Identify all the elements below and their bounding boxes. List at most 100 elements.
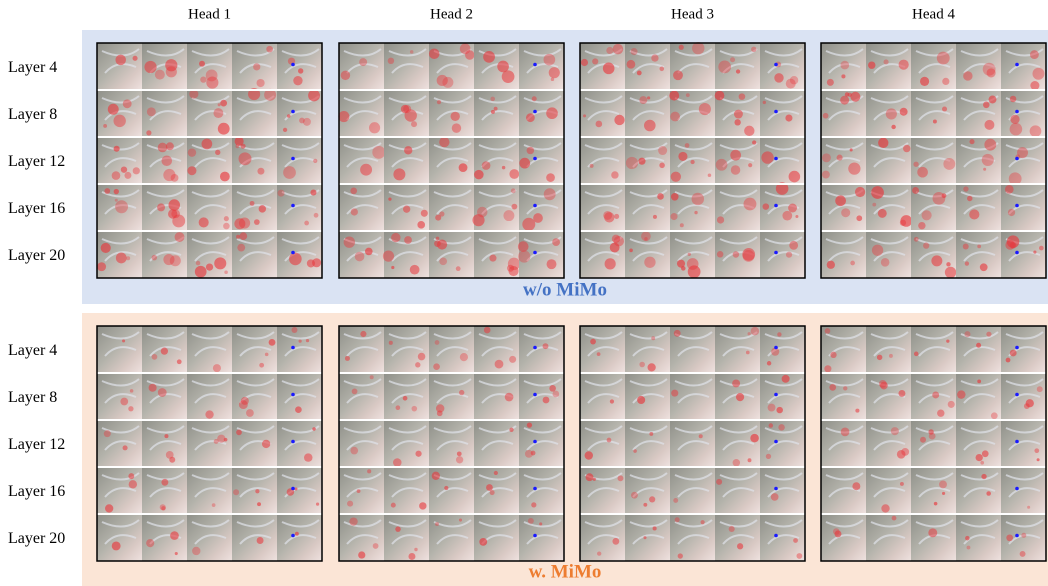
attention-blob — [360, 331, 366, 337]
attention-blob — [603, 211, 612, 220]
attention-blob — [518, 241, 529, 252]
attention-blob — [1033, 251, 1036, 254]
attention-blob — [606, 47, 613, 54]
attention-blob — [614, 236, 624, 246]
attention-blob — [881, 504, 889, 512]
attention-blob — [639, 96, 647, 104]
attention-blob — [637, 70, 642, 75]
attention-blob — [525, 450, 533, 458]
attention-blob — [412, 406, 418, 412]
attention-blob — [989, 96, 997, 104]
attention-blob — [157, 203, 165, 211]
attention-blob — [716, 159, 728, 171]
attention-blob — [509, 356, 516, 363]
attention-blob — [214, 257, 226, 269]
attention-blob — [403, 396, 408, 401]
attention-blob — [827, 79, 834, 86]
attention-blob — [205, 410, 213, 418]
attention-blob — [101, 243, 111, 253]
attention-blob — [147, 107, 156, 116]
attention-blob — [373, 543, 379, 549]
attention-blob — [581, 59, 588, 66]
attention-blob — [408, 553, 415, 560]
attention-blob — [899, 60, 909, 70]
attention-blob — [108, 104, 119, 115]
attention-blob — [544, 54, 556, 66]
attention-blob — [436, 237, 440, 241]
attention-blob — [294, 488, 297, 491]
attention-blob — [731, 165, 740, 174]
attention-blob — [116, 253, 127, 264]
attention-blob — [494, 471, 498, 475]
attention-blob — [653, 526, 657, 530]
attention-blob — [678, 553, 683, 558]
attention-blob — [795, 215, 798, 218]
attention-blob — [766, 454, 771, 459]
attention-blob — [610, 399, 614, 403]
attention-blob — [257, 79, 265, 87]
attention-blob — [266, 46, 273, 53]
attention-blob — [405, 109, 417, 121]
query-point — [774, 440, 778, 444]
query-point — [774, 204, 778, 208]
attention-blob — [986, 491, 991, 496]
attention-blob — [833, 528, 840, 535]
attention-blob — [206, 263, 213, 270]
attention-blob — [543, 343, 549, 349]
attention-blob — [509, 428, 513, 432]
attention-blob — [459, 390, 464, 395]
attention-blob — [220, 172, 230, 182]
attention-blob — [778, 424, 784, 430]
attention-blob — [920, 77, 929, 86]
attention-blob — [544, 188, 556, 200]
attention-blob — [984, 120, 994, 130]
attention-blob — [213, 108, 223, 118]
attention-blob — [837, 155, 843, 161]
attention-blob — [878, 138, 888, 148]
attention-blob — [671, 172, 681, 182]
attention-blob — [969, 139, 974, 144]
attention-blob — [495, 360, 504, 369]
query-point — [1015, 440, 1019, 444]
panel-label: w. MiMo — [529, 561, 602, 582]
attention-blob — [199, 217, 209, 227]
attention-blob — [528, 518, 534, 524]
attention-blob — [607, 438, 612, 443]
attention-blob — [456, 456, 463, 463]
attention-blob — [494, 107, 498, 111]
attention-blob — [421, 210, 428, 217]
attention-blob — [771, 493, 779, 501]
attention-blob — [304, 221, 309, 226]
attention-blob — [1024, 403, 1030, 409]
attention-blob — [785, 114, 792, 121]
query-point — [774, 346, 778, 350]
attention-blob — [585, 451, 593, 459]
attention-blob — [963, 244, 969, 250]
attention-blob — [774, 73, 783, 82]
attention-blob — [391, 503, 396, 508]
attention-blob — [502, 70, 515, 83]
attention-blob — [590, 339, 596, 345]
attention-blob — [776, 407, 782, 413]
query-point — [1015, 346, 1019, 350]
attention-blob — [347, 501, 353, 507]
attention-blob — [939, 481, 947, 489]
row-label: Layer 12 — [8, 153, 65, 170]
attention-blob — [751, 327, 759, 335]
attention-blob — [360, 164, 372, 176]
attention-blob — [199, 61, 205, 67]
attention-blob — [618, 475, 624, 481]
attention-blob — [692, 42, 704, 54]
row-label: Layer 4 — [8, 59, 57, 76]
attention-blob — [835, 195, 846, 206]
attention-blob — [980, 461, 984, 465]
attention-blob — [597, 551, 601, 555]
attention-blob — [850, 261, 855, 266]
attention-blob — [112, 542, 121, 551]
attention-blob — [637, 396, 645, 404]
attention-blob — [841, 208, 850, 217]
attention-blob — [613, 44, 624, 55]
attention-blob — [903, 145, 910, 152]
attention-blob — [172, 215, 185, 228]
attention-blob — [942, 193, 947, 198]
